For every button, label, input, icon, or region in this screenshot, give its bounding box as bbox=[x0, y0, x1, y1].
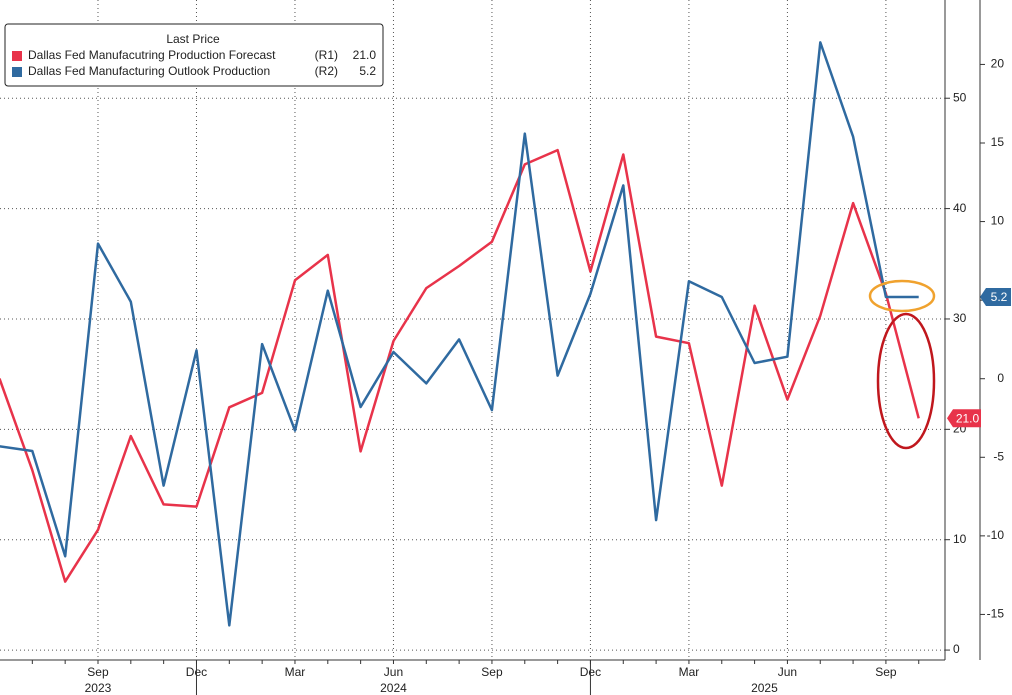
legend-value: 21.0 bbox=[353, 48, 377, 62]
series-line bbox=[0, 41, 919, 627]
lines: 21.0 5.2 bbox=[0, 41, 1011, 627]
y2-tick-label: -15 bbox=[987, 607, 1005, 621]
year-label: 2024 bbox=[380, 681, 407, 695]
y2-tick-label: -5 bbox=[993, 449, 1004, 463]
last-price-badge bbox=[947, 409, 981, 428]
last-price-badge bbox=[980, 288, 1011, 306]
legend-label: Dallas Fed Manufacutring Production Fore… bbox=[28, 48, 276, 62]
y-tick-label: 50 bbox=[953, 90, 967, 104]
legend-swatch bbox=[12, 51, 22, 61]
highlight-ellipse bbox=[876, 312, 936, 450]
y2-tick-label: 15 bbox=[991, 135, 1005, 149]
y2-tick-label: 0 bbox=[997, 371, 1004, 385]
x-tick-label: Mar bbox=[679, 665, 700, 679]
x-tick-label: Sep bbox=[875, 665, 897, 679]
x-tick-label: Jun bbox=[778, 665, 797, 679]
legend-box bbox=[4, 23, 384, 87]
legend-axis-tag: (R2) bbox=[315, 64, 338, 78]
y-tick-label: 30 bbox=[953, 311, 967, 325]
legend-title: Last Price bbox=[166, 32, 220, 46]
x-tick-label: Jun bbox=[384, 665, 403, 679]
x-tick-label: Mar bbox=[285, 665, 306, 679]
y2-tick-label: 10 bbox=[991, 214, 1005, 228]
y2-tick-label: 20 bbox=[991, 57, 1005, 71]
y-tick-label: 40 bbox=[953, 201, 967, 215]
highlight-ellipse bbox=[868, 279, 936, 313]
legend-swatch bbox=[12, 67, 22, 77]
y-tick-label: 10 bbox=[953, 532, 967, 546]
series-line bbox=[0, 148, 920, 583]
legend: Last Price Dallas Fed Manufacutring Prod… bbox=[4, 23, 384, 87]
x-tick-label: Sep bbox=[481, 665, 503, 679]
year-label: 2023 bbox=[85, 681, 112, 695]
year-label: 2025 bbox=[751, 681, 778, 695]
y-tick-label: 0 bbox=[953, 642, 960, 656]
last-price-label: 5.2 bbox=[991, 290, 1008, 304]
legend-axis-tag: (R1) bbox=[315, 48, 338, 62]
last-price-label: 21.0 bbox=[956, 411, 980, 425]
legend-label: Dallas Fed Manufacturing Outlook Product… bbox=[28, 64, 270, 78]
x-tick-label: Sep bbox=[87, 665, 109, 679]
y2-tick-label: -10 bbox=[987, 528, 1005, 542]
legend-value: 5.2 bbox=[359, 64, 376, 78]
